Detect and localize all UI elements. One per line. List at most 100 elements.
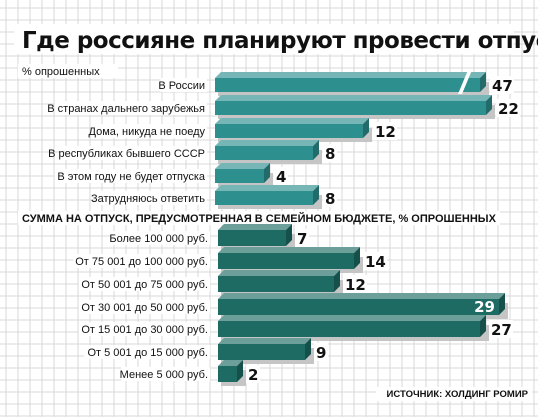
value-label: 12 (375, 123, 396, 141)
label-backdrop (314, 343, 328, 361)
chart-subtitle: % опрошенных (22, 66, 100, 78)
bar-top-face (215, 163, 270, 169)
bar-top-face (218, 293, 505, 299)
category-label: От 15 001 до 30 000 руб. (81, 324, 208, 336)
bar-top-face (215, 72, 486, 78)
bar-4 (218, 321, 480, 337)
bar-side-face (499, 293, 505, 315)
bar-top-face (218, 247, 360, 253)
label-backdrop (65, 146, 207, 160)
bar-side-face (486, 95, 492, 115)
label-backdrop (54, 169, 207, 183)
category-label: Затрудняюсь ответить (91, 193, 205, 205)
bar-top-face (215, 118, 369, 124)
bar-5 (215, 191, 313, 205)
chart2-bars: Более 100 000 руб. 7 От 75 001 до 100 000 … (73, 224, 513, 386)
bar-top-face (218, 270, 340, 276)
label-backdrop (246, 365, 260, 383)
label-backdrop (323, 144, 337, 162)
chart-title: Где россияне планируют провести отпуск (22, 28, 538, 54)
title-backdrop (18, 64, 118, 78)
category-label: Дома, никуда не поеду (89, 126, 206, 138)
label-backdrop (97, 191, 207, 205)
label-backdrop (110, 231, 210, 245)
bar-side-face (237, 360, 243, 382)
bar-side-face (334, 270, 340, 292)
bar-side-face (313, 185, 319, 205)
category-label: От 75 001 до 100 000 руб. (75, 256, 208, 268)
value-label: 7 (297, 230, 307, 248)
category-label: Менее 5 000 руб. (120, 369, 208, 381)
label-backdrop (363, 252, 387, 270)
category-label: В странах дальнего зарубежья (47, 103, 205, 115)
value-label: 47 (492, 77, 513, 95)
category-label: В республиках бывшего СССР (48, 148, 205, 160)
bar-side-face (313, 140, 319, 160)
label-backdrop (323, 189, 337, 207)
bar-top-face (218, 360, 243, 366)
bar-1 (215, 101, 486, 115)
value-label: 2 (248, 366, 258, 384)
category-label: В России (158, 80, 205, 92)
title-backdrop (14, 24, 514, 54)
bar-2 (215, 124, 363, 138)
axis-break-mark (458, 70, 472, 94)
bar-3 (218, 299, 499, 315)
value-label: 12 (345, 276, 366, 294)
label-backdrop (54, 101, 207, 115)
label-backdrop (78, 300, 210, 314)
category-label: Более 100 000 руб. (109, 233, 208, 245)
bar-side-face (286, 224, 292, 246)
bar-3 (215, 146, 313, 160)
label-backdrop (78, 277, 210, 291)
value-label: 8 (325, 190, 335, 208)
category-label: От 30 001 до 50 000 руб. (81, 302, 208, 314)
category-label: В этом году не будет отпуска (57, 171, 206, 183)
label-backdrop (274, 167, 288, 185)
bar-2 (218, 276, 334, 292)
label-backdrop (489, 320, 513, 338)
value-label: 22 (498, 100, 519, 118)
title-backdrop (18, 211, 500, 225)
bar-top-face (218, 338, 311, 344)
bar-side-face (354, 247, 360, 269)
label-backdrop (496, 99, 520, 117)
bar-top-face (215, 140, 319, 146)
bar-side-face (264, 163, 270, 183)
label-backdrop (160, 78, 207, 92)
bar-6 (218, 366, 237, 382)
label-backdrop (73, 254, 210, 268)
label-backdrop (84, 345, 210, 359)
label-backdrop (490, 76, 514, 94)
value-label: 14 (365, 253, 386, 271)
label-backdrop (343, 275, 367, 293)
category-label: От 5 001 до 15 000 руб. (87, 347, 208, 359)
source-label: ИСТОЧНИК: ХОЛДИНГ РОМИР (387, 389, 529, 400)
bar-side-face (363, 118, 369, 138)
value-label: 4 (276, 168, 286, 186)
value-label: 8 (325, 145, 335, 163)
label-backdrop (121, 367, 210, 381)
value-label: 27 (491, 321, 512, 339)
bar-side-face (305, 338, 311, 360)
bar-side-face (480, 315, 486, 337)
bar-4 (215, 169, 264, 183)
value-label: 9 (316, 344, 326, 362)
bar-top-face (218, 224, 292, 230)
bar-top-face (218, 315, 486, 321)
bar-0 (218, 230, 286, 246)
bar-top-face (215, 95, 492, 101)
bar-0 (215, 78, 480, 92)
label-backdrop (78, 322, 210, 336)
label-backdrop (295, 229, 309, 247)
title-backdrop (376, 387, 532, 401)
value-label: 29 (474, 298, 495, 316)
category-label: От 50 001 до 75 000 руб. (81, 279, 208, 291)
label-backdrop (373, 122, 397, 140)
label-backdrop (91, 124, 207, 138)
chart1-bars: В России 47 В странах дальнего зарубежья 22… (47, 70, 520, 209)
bar-5 (218, 344, 305, 360)
bar-side-face (480, 72, 486, 92)
